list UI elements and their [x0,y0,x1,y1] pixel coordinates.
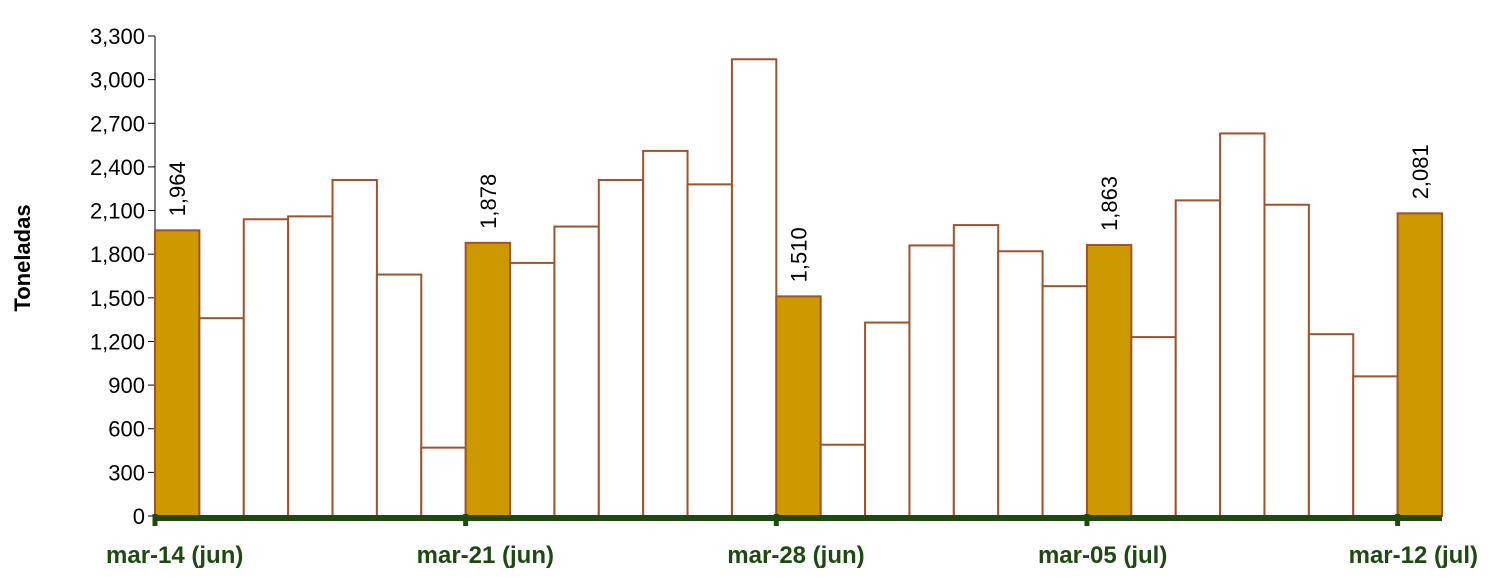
y-tick-label: 3,000 [90,68,145,93]
x-tick-label: mar-05 (jul) [1038,542,1167,569]
data-label: 1,510 [787,227,812,282]
bar [688,184,732,516]
bar [333,180,377,516]
y-tick-label: 1,200 [90,329,145,354]
bar [244,219,288,516]
x-tick-mark [774,514,779,526]
x-tick-mark [1395,514,1400,526]
y-tick-label: 900 [108,373,145,398]
bar [1353,376,1397,516]
y-tick-label: 1,800 [90,242,145,267]
y-axis: 0 300 600 900 1,200 1,500 1,800 2,100 2,400 2,700… [90,24,155,529]
y-tick-label: 600 [108,417,145,442]
bar [998,251,1042,516]
x-tick-label: mar-28 (jun) [727,542,864,569]
x-tick-label: mar-21 (jun) [417,542,554,569]
y-axis-label: Toneladas [10,204,35,311]
bar-highlighted [466,243,510,516]
bar [909,245,953,516]
x-tick-label: mar-14 (jun) [106,542,243,569]
y-tick-label: 0 [133,504,145,529]
bar [377,275,421,516]
bar [643,151,687,516]
bar [732,59,776,516]
bar [1176,200,1220,516]
bar [510,263,554,516]
x-tick-mark [1084,514,1089,526]
y-tick-label: 2,700 [90,111,145,136]
x-tick-label: mar-12 (jul) [1349,542,1478,569]
bar-highlighted [1398,213,1442,516]
x-tick-mark [463,514,468,526]
bar [421,448,465,516]
bar [1309,334,1353,516]
data-label: 1,878 [476,174,501,229]
bars [155,59,1442,516]
data-label: 2,081 [1408,144,1433,199]
bar [1131,337,1175,516]
bar [954,225,998,516]
x-axis: mar-14 (jun) mar-21 (jun) mar-28 (jun) mar-… [106,514,1478,569]
y-tick-label: 2,100 [90,199,145,224]
bar [554,227,598,516]
y-tick-label: 1,500 [90,286,145,311]
y-tick-label: 300 [108,460,145,485]
data-label: 1,863 [1097,176,1122,231]
bar [199,318,243,516]
y-tick-label: 2,400 [90,155,145,180]
bar-highlighted [1087,245,1131,516]
data-label: 1,964 [165,161,190,216]
x-tick-mark [153,514,158,526]
bar [1264,205,1308,516]
bar-highlighted [155,230,199,516]
y-tick-label: 3,300 [90,24,145,49]
bar [1043,286,1087,516]
bar [288,216,332,516]
bar [599,180,643,516]
bar [821,445,865,516]
bar [865,323,909,516]
bar-highlighted [776,296,820,516]
bar [1220,133,1264,516]
